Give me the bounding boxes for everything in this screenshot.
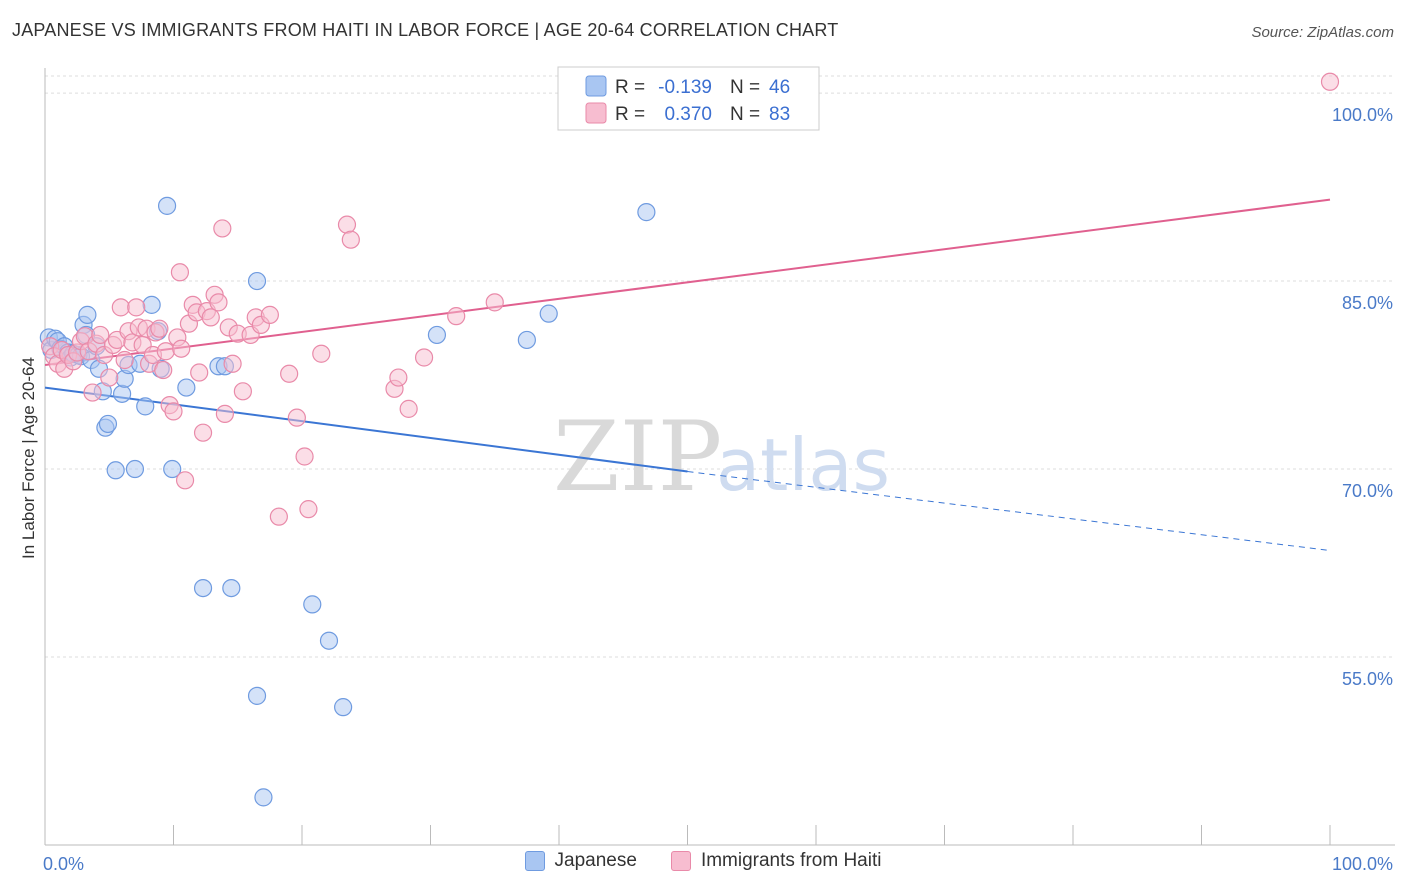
stats-legend: R = -0.139 N = 46 R = 0.370 N = 83 — [557, 66, 820, 131]
point-s0-30 — [157, 196, 177, 215]
point-s0-20 — [106, 461, 125, 480]
point-s1-71 — [1320, 72, 1340, 91]
point-s0-32 — [177, 378, 196, 397]
point-s1-47 — [213, 219, 232, 238]
point-s0-33 — [193, 578, 213, 598]
grid-lines — [45, 75, 1395, 658]
series-legend: Japanese Immigrants from Haiti — [0, 850, 1406, 872]
point-s0-37 — [247, 271, 267, 291]
legend-label-japanese: Japanese — [554, 850, 637, 871]
point-s1-33 — [164, 402, 183, 421]
stats-n-value-0: 46 — [769, 77, 790, 98]
stats-n-label-1: N = — [730, 104, 760, 125]
point-s0-24 — [125, 459, 145, 479]
point-s1-15 — [100, 368, 119, 387]
point-s1-37 — [170, 263, 190, 282]
point-s1-62 — [312, 344, 331, 363]
point-s1-46 — [209, 293, 228, 312]
point-s1-50 — [223, 354, 242, 373]
stats-swatch-1 — [585, 102, 607, 124]
point-s0-21 — [112, 384, 132, 403]
point-s1-57 — [269, 507, 288, 526]
legend-item-japanese: Japanese — [524, 850, 637, 872]
point-s0-26 — [136, 397, 155, 416]
point-s1-18 — [111, 298, 130, 317]
point-s1-67 — [399, 399, 418, 418]
point-s1-69 — [447, 307, 466, 326]
point-s0-45 — [539, 304, 558, 323]
point-s0-44 — [517, 330, 536, 350]
point-s0-43 — [427, 325, 447, 345]
point-s1-48 — [215, 404, 234, 423]
point-s1-22 — [127, 298, 146, 317]
point-s0-31 — [163, 459, 182, 479]
point-s1-30 — [154, 360, 173, 380]
point-s0-36 — [222, 578, 241, 598]
point-s1-59 — [287, 408, 306, 427]
point-s0-46 — [637, 203, 656, 222]
point-s0-41 — [319, 631, 339, 650]
point-s1-41 — [190, 363, 209, 382]
point-s1-56 — [260, 305, 279, 324]
legend-swatch-japanese — [524, 851, 545, 871]
y-tick-label-1: 70.0% — [1342, 481, 1393, 501]
point-s1-68 — [414, 348, 434, 367]
stats-r-value-1: 0.370 — [664, 104, 712, 125]
point-s1-52 — [233, 382, 252, 401]
point-s1-60 — [295, 447, 314, 466]
trend-extension-0 — [687, 471, 1331, 551]
point-s0-39 — [254, 788, 273, 807]
data-points — [39, 72, 1340, 807]
chart-source: Source: ZipAtlas.com — [1251, 24, 1394, 41]
point-s1-42 — [193, 423, 213, 442]
chart-title: JAPANESE VS IMMIGRANTS FROM HAITI IN LAB… — [12, 20, 839, 40]
point-s0-19 — [98, 414, 118, 434]
legend-swatch-haiti — [670, 851, 691, 871]
point-s1-58 — [280, 364, 299, 383]
stats-n-value-1: 83 — [769, 104, 790, 125]
point-s1-36 — [175, 471, 195, 490]
y-tick-labels: 55.0% 70.0% 85.0% 100.0% — [1332, 105, 1393, 689]
point-s0-40 — [303, 595, 322, 614]
axes — [44, 68, 1395, 846]
point-s1-11 — [83, 383, 102, 402]
x-tick-labels: 0.0% 100.0% — [43, 854, 1393, 874]
stats-r-label-1: R = — [615, 104, 645, 125]
point-s0-42 — [334, 698, 353, 717]
x-tick-label-1: 100.0% — [1332, 854, 1393, 874]
point-s1-31 — [156, 342, 175, 361]
legend-item-haiti: Immigrants from Haiti — [670, 850, 882, 872]
x-tick-label-0: 0.0% — [43, 854, 84, 874]
point-s0-38 — [247, 686, 267, 705]
point-s1-61 — [299, 500, 318, 519]
point-s1-19 — [115, 350, 134, 370]
point-s1-63 — [337, 215, 357, 234]
point-s1-66 — [389, 368, 408, 387]
point-s1-35 — [172, 339, 191, 358]
stats-r-value-0: -0.139 — [658, 77, 712, 98]
point-s1-29 — [150, 319, 169, 338]
point-s0-13 — [78, 305, 97, 324]
point-s1-64 — [341, 230, 360, 249]
stats-swatch-0 — [585, 75, 607, 97]
stats-r-label-0: R = — [615, 77, 645, 98]
point-s1-44 — [201, 308, 220, 327]
point-s1-70 — [485, 293, 504, 312]
y-tick-label-0: 55.0% — [1342, 669, 1393, 689]
point-s1-13 — [91, 325, 110, 345]
y-tick-label-3: 100.0% — [1332, 105, 1393, 125]
stats-n-label-0: N = — [730, 77, 760, 98]
watermark-atlas: atlas — [716, 423, 890, 507]
legend-label-haiti: Immigrants from Haiti — [700, 850, 882, 871]
point-s0-27 — [142, 295, 161, 314]
y-axis-label: In Labor Force | Age 20-64 — [19, 357, 38, 559]
y-tick-label-2: 85.0% — [1342, 293, 1393, 313]
